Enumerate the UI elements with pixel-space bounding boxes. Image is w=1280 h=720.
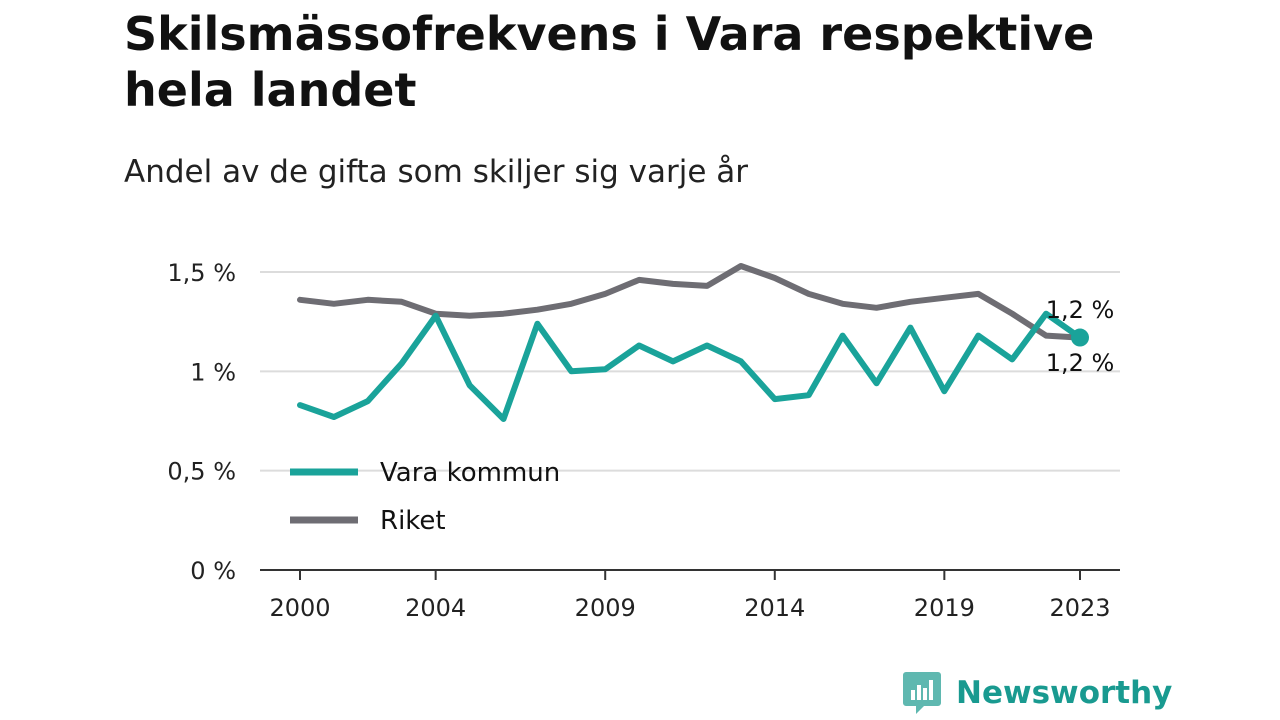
x-tick-label: 2009 [575,594,636,622]
x-tick-label: 2000 [269,594,330,622]
gridlines [260,271,1120,472]
series-lines [297,263,1083,422]
x-tick-label: 2014 [744,594,805,622]
legend-label: Vara kommun [380,458,560,488]
chart-subtitle: Andel av de gifta som skiljer sig varje … [124,154,748,190]
y-tick-label: 1,5 % [167,259,236,287]
series-line-0 [297,310,1083,422]
end-label-riket: 1,2 % [1046,349,1115,377]
x-tick-label: 2023 [1049,594,1110,622]
end-point-marker [1071,328,1089,347]
legend: Vara kommun Riket [290,458,560,536]
series-line-1 [297,263,1083,341]
y-axis-ticks: 0 % 0,5 % 1 % 1,5 % [167,259,236,585]
end-label-vara: 1,2 % [1046,296,1115,324]
end-labels: 1,2 % 1,2 % [1046,296,1115,377]
brand-name: Newsworthy [956,675,1173,711]
y-tick-label: 0 % [190,557,236,585]
x-axis: 2000 2004 2009 2014 2019 2023 [260,569,1120,622]
bar-chart-bubble-icon [903,672,941,714]
newsworthy-logo: Newsworthy [902,670,1172,716]
x-tick-label: 2004 [405,594,466,622]
chart-title: Skilsmässofrekvens i Vara respektive hel… [124,7,1095,117]
y-tick-label: 0,5 % [167,458,236,486]
legend-label: Riket [380,506,446,536]
y-tick-label: 1 % [190,358,236,386]
x-tick-label: 2019 [914,594,975,622]
